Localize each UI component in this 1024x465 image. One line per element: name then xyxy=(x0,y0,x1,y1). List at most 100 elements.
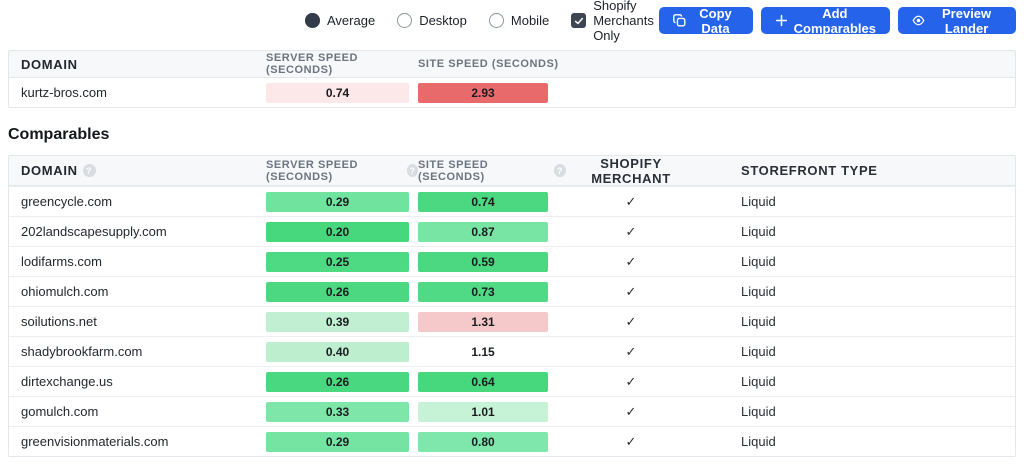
site-speed-badge: 0.73 xyxy=(418,281,548,302)
server-speed-badge: 0.20 xyxy=(266,221,409,242)
site-speed-badge: 0.80 xyxy=(418,431,548,452)
help-icon[interactable] xyxy=(82,164,96,177)
server-speed-badge: 0.74 xyxy=(266,82,409,103)
storefront-type-cell: Liquid xyxy=(741,434,776,449)
header-server-speed: Server Speed (Seconds) xyxy=(266,159,418,183)
header-shopify-merchant: Shopify Merchant xyxy=(566,156,696,186)
table-row: dirtexchange.us 0.26 0.64 ✓ Liquid xyxy=(9,366,1015,396)
shopify-merchant-check: ✓ xyxy=(625,223,637,239)
domain-cell: ohiomulch.com xyxy=(21,284,109,299)
shopify-merchant-check: ✓ xyxy=(625,253,637,269)
shopify-merchant-check: ✓ xyxy=(625,403,637,419)
table-row: greencycle.com 0.29 0.74 ✓ Liquid xyxy=(9,186,1015,216)
domain-cell: greencycle.com xyxy=(21,194,113,209)
server-speed-badge: 0.39 xyxy=(266,311,409,332)
metric-controls: Average Desktop Mobile Shopify Merchants… xyxy=(305,0,659,43)
domain-cell: shadybrookfarm.com xyxy=(21,344,143,359)
domain-cell: greenvisionmaterials.com xyxy=(21,434,169,449)
storefront-type-cell: Liquid xyxy=(741,374,776,389)
help-icon[interactable] xyxy=(553,164,566,177)
table-row: gomulch.com 0.33 1.01 ✓ Liquid xyxy=(9,396,1015,426)
eye-icon xyxy=(912,15,925,26)
server-speed-badge: 0.33 xyxy=(266,401,409,422)
site-speed-badge: 0.64 xyxy=(418,371,548,392)
radio-desktop[interactable]: Desktop xyxy=(397,13,467,28)
site-speed-badge: 0.87 xyxy=(418,221,548,242)
server-speed-badge: 0.29 xyxy=(266,191,409,212)
table-row: lodifarms.com 0.25 0.59 ✓ Liquid xyxy=(9,246,1015,276)
header-domain: Domain xyxy=(21,56,78,72)
plus-icon xyxy=(775,14,787,27)
header-site-speed-label: Site Speed (Seconds) xyxy=(418,158,489,183)
header-site-speed: Site Speed (Seconds) xyxy=(418,58,559,70)
table-row: shadybrookfarm.com 0.40 1.15 ✓ Liquid xyxy=(9,336,1015,366)
shopify-merchant-check: ✓ xyxy=(625,433,637,449)
help-icon[interactable] xyxy=(407,164,418,177)
storefront-type-cell: Liquid xyxy=(741,254,776,269)
server-speed-badge: 0.29 xyxy=(266,431,409,452)
domain-cell: lodifarms.com xyxy=(21,254,102,269)
copy-data-button[interactable]: Copy Data xyxy=(659,5,753,36)
table-row: greenvisionmaterials.com 0.29 0.80 ✓ Liq… xyxy=(9,426,1015,456)
table-row: soilutions.net 0.39 1.31 ✓ Liquid xyxy=(9,306,1015,336)
header-storefront-type: Storefront Type xyxy=(696,163,1015,178)
add-comparables-button[interactable]: Add Comparables xyxy=(760,5,891,36)
storefront-type-cell: Liquid xyxy=(741,344,776,359)
radio-mobile[interactable]: Mobile xyxy=(488,13,550,28)
site-speed-badge: 1.15 xyxy=(471,344,495,359)
preview-lander-button[interactable]: Preview Lander xyxy=(898,5,1016,36)
radio-selected-icon[interactable] xyxy=(305,13,320,28)
header-server-speed-label: Server Speed (Seconds) xyxy=(266,158,358,183)
radio-unselected-icon[interactable] xyxy=(488,13,504,28)
table-header-row: Domain Server Speed (Seconds) Site Speed… xyxy=(9,51,1015,78)
checkbox-checked-icon[interactable] xyxy=(571,13,587,28)
header-domain-label: Domain xyxy=(21,163,78,178)
domain-cell: gomulch.com xyxy=(21,404,99,419)
server-speed-badge: 0.25 xyxy=(266,251,409,272)
checkbox-label: Shopify Merchants Only xyxy=(593,0,654,43)
server-speed-badge: 0.40 xyxy=(266,341,409,362)
table-row: ohiomulch.com 0.26 0.73 ✓ Liquid xyxy=(9,276,1015,306)
action-buttons: Copy Data Add Comparables Preview Lander xyxy=(659,5,1016,36)
radio-unselected-icon[interactable] xyxy=(397,13,413,28)
copy-data-label: Copy Data xyxy=(699,5,732,36)
main-domain-table: Domain Server Speed (Seconds) Site Speed… xyxy=(8,50,1016,108)
header-domain: Domain xyxy=(9,163,266,178)
preview-lander-label: Preview Lander xyxy=(942,5,992,36)
site-speed-badge: 0.74 xyxy=(418,191,548,212)
storefront-type-cell: Liquid xyxy=(741,194,776,209)
radio-mobile-label: Mobile xyxy=(510,13,550,28)
table-row: kurtz-bros.com 0.74 2.93 xyxy=(9,78,1015,107)
domain-cell: 202landscapesupply.com xyxy=(21,224,167,239)
shopify-merchant-check: ✓ xyxy=(625,193,637,209)
toolbar: Average Desktop Mobile Shopify Merchants… xyxy=(0,0,1024,43)
site-speed-badge: 1.31 xyxy=(418,311,548,332)
radio-average-label: Average xyxy=(327,13,376,28)
table-row: 202landscapesupply.com 0.20 0.87 ✓ Liqui… xyxy=(9,216,1015,246)
server-speed-badge: 0.26 xyxy=(266,371,409,392)
domain-cell: dirtexchange.us xyxy=(21,374,113,389)
header-site-speed: Site Speed (Seconds) xyxy=(418,159,566,183)
comparables-table: Domain Server Speed (Seconds) Site Speed… xyxy=(8,155,1016,457)
storefront-type-cell: Liquid xyxy=(741,404,776,419)
shopify-merchant-check: ✓ xyxy=(625,343,637,359)
storefront-type-cell: Liquid xyxy=(741,314,776,329)
add-comparables-label: Add Comparables xyxy=(793,5,877,36)
site-speed-badge: 1.01 xyxy=(418,401,548,422)
header-shopify-merchant-label: Shopify Merchant xyxy=(591,155,671,186)
domain-cell: soilutions.net xyxy=(21,314,97,329)
domain-cell: kurtz-bros.com xyxy=(21,85,107,100)
header-storefront-type-label: Storefront Type xyxy=(741,163,878,178)
site-speed-badge: 2.93 xyxy=(418,82,548,103)
shopify-merchant-check: ✓ xyxy=(625,313,637,329)
comparables-title: Comparables xyxy=(8,126,110,143)
shopify-merchant-check: ✓ xyxy=(625,373,637,389)
radio-average[interactable]: Average xyxy=(305,13,375,28)
storefront-type-cell: Liquid xyxy=(741,224,776,239)
header-server-speed: Server Speed (Seconds) xyxy=(266,52,358,76)
server-speed-badge: 0.26 xyxy=(266,281,409,302)
table-header-row: Domain Server Speed (Seconds) Site Speed… xyxy=(9,156,1015,186)
storefront-type-cell: Liquid xyxy=(741,284,776,299)
site-speed-badge: 0.59 xyxy=(418,251,548,272)
shopify-merchants-only-checkbox[interactable]: Shopify Merchants Only xyxy=(571,0,659,43)
